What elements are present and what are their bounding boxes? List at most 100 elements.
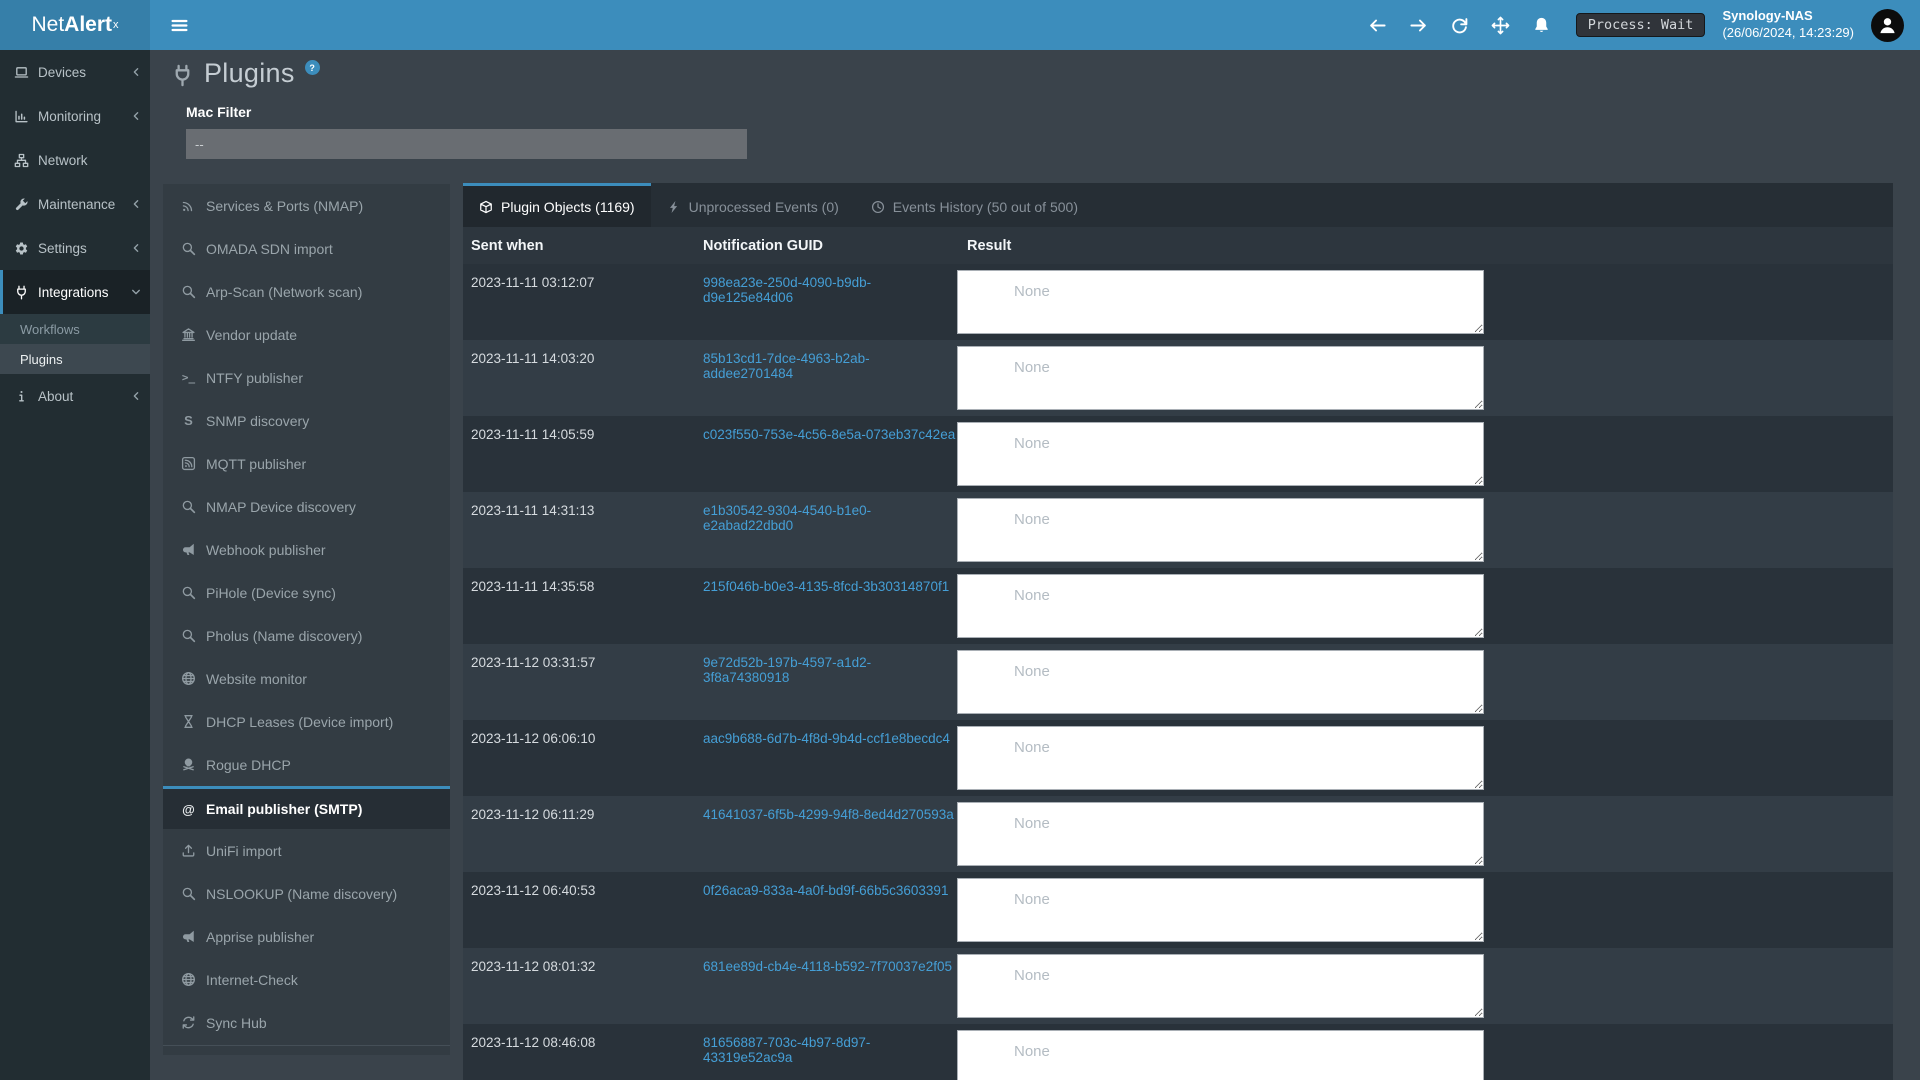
sidebar-subitem-plugins[interactable]: Plugins — [0, 344, 150, 374]
plugin-list-item[interactable]: Apprise publisher — [163, 915, 450, 958]
plugin-list-item[interactable]: Services & Ports (NMAP) — [163, 184, 450, 227]
plugin-list-item[interactable]: Sync Hub — [163, 1001, 450, 1044]
refresh-icon[interactable] — [1450, 16, 1469, 35]
search-icon — [180, 284, 197, 299]
forward-icon[interactable] — [1409, 16, 1428, 35]
plugin-list-item[interactable]: DHCP Leases (Device import) — [163, 700, 450, 743]
notification-guid-link[interactable]: 81656887-703c-4b97-8d97-43319e52ac9a — [703, 1035, 871, 1065]
sent-when-cell: 2023-11-11 14:05:59 — [471, 427, 595, 442]
result-textarea[interactable] — [957, 726, 1484, 790]
plugin-list-item[interactable]: MQTT publisher — [163, 442, 450, 485]
notification-guid-link[interactable]: 41641037-6f5b-4299-94f8-8ed4d270593a — [703, 807, 954, 822]
host-name: Synology-NAS — [1722, 8, 1813, 24]
chevron-down-icon — [131, 287, 141, 297]
result-textarea[interactable] — [957, 422, 1484, 486]
plugin-list-item-label: Webhook publisher — [206, 541, 326, 558]
table-row: 2023-11-12 03:31:57 9e72d52b-197b-4597-a1… — [463, 644, 1893, 720]
plugin-list-item[interactable]: PiHole (Device sync) — [163, 571, 450, 614]
sidebar-subitem-workflows[interactable]: Workflows — [20, 321, 80, 337]
result-textarea[interactable] — [957, 270, 1484, 334]
search-icon — [180, 499, 197, 514]
notification-guid-link[interactable]: 215f046b-b0e3-4135-8fcd-3b30314870f1 — [703, 579, 950, 594]
help-icon[interactable]: ? — [304, 60, 320, 75]
sidebar-item-label: About — [38, 388, 74, 404]
back-icon[interactable] — [1368, 16, 1387, 35]
brand-prefix: Net — [31, 13, 65, 36]
result-textarea[interactable] — [957, 954, 1484, 1018]
user-avatar[interactable] — [1871, 8, 1904, 42]
sidebar-item-devices[interactable]: Devices — [0, 50, 150, 94]
notification-guid-link[interactable]: 85b13cd1-7dce-4963-b2ab-addee2701484 — [703, 351, 870, 381]
tab-label: Events History (50 out of 500) — [892, 198, 1078, 215]
network-icon — [14, 153, 29, 168]
plug-icon — [171, 64, 194, 87]
sent-when-cell: 2023-11-11 03:12:07 — [471, 275, 595, 290]
result-textarea[interactable] — [957, 1030, 1484, 1080]
notification-guid-link[interactable]: 9e72d52b-197b-4597-a1d2-3f8a74380918 — [703, 655, 872, 685]
plugin-list-item[interactable]: S SNMP discovery — [163, 399, 450, 442]
plugin-list-item[interactable]: Arp-Scan (Network scan) — [163, 270, 450, 313]
result-textarea[interactable] — [957, 650, 1484, 714]
plugin-list-item[interactable]: NMAP Device discovery — [163, 485, 450, 528]
result-textarea[interactable] — [957, 346, 1484, 410]
chevron-left-icon — [131, 111, 141, 121]
plugin-list-item[interactable]: OMADA SDN import — [163, 227, 450, 270]
column-header-result: Result — [967, 237, 1012, 254]
search-icon — [180, 886, 197, 901]
plugin-list-item[interactable]: Rogue DHCP — [163, 743, 450, 786]
page-header: Plugins ? — [171, 58, 320, 89]
plugin-list-item-label: Sync Hub — [206, 1014, 267, 1031]
tab-unprocessed-events-0[interactable]: Unprocessed Events (0) — [651, 183, 855, 227]
result-textarea[interactable] — [957, 498, 1484, 562]
sidebar-item-settings[interactable]: Settings — [0, 226, 150, 270]
tab-plugin-objects-1169[interactable]: Plugin Objects (1169) — [463, 183, 651, 227]
notification-guid-link[interactable]: aac9b688-6d7b-4f8d-9b4d-ccf1e8becdc4 — [703, 731, 950, 746]
hourglass-icon — [180, 714, 197, 729]
result-textarea[interactable] — [957, 878, 1484, 942]
bolt-icon — [667, 200, 681, 214]
notification-guid-link[interactable]: 998ea23e-250d-4090-b9db-d9e125e84d06 — [703, 275, 872, 305]
plugin-list-item[interactable]: @ Email publisher (SMTP) — [163, 786, 450, 829]
sidebar-item-label: Maintenance — [38, 196, 116, 212]
plugin-list-item[interactable]: Vendor update — [163, 313, 450, 356]
column-header-sent-when: Sent when — [471, 237, 544, 254]
notification-guid-link[interactable]: 0f26aca9-833a-4a0f-bd9f-66b5c3603391 — [703, 883, 949, 898]
search-icon — [180, 241, 197, 256]
snmp-icon: S — [184, 413, 193, 428]
plugin-list-item[interactable]: Webhook publisher — [163, 528, 450, 571]
plugin-list-item[interactable]: >_ NTFY publisher — [163, 356, 450, 399]
sidebar-item-integrations[interactable]: Integrations — [0, 270, 150, 314]
plugin-list-item[interactable]: Website monitor — [163, 657, 450, 700]
result-cell — [957, 264, 1893, 340]
table-row: 2023-11-11 14:31:13 e1b30542-9304-4540-b1… — [463, 492, 1893, 568]
sidebar-item-network[interactable]: Network — [0, 138, 150, 182]
sidebar-toggle-icon[interactable] — [170, 16, 189, 35]
result-textarea[interactable] — [957, 802, 1484, 866]
sidebar-item-about[interactable]: About — [0, 374, 150, 418]
tab-events-history-50-out-of-500[interactable]: Events History (50 out of 500) — [855, 183, 1094, 227]
megaphone-icon — [180, 542, 197, 557]
sidebar-item-maintenance[interactable]: Maintenance — [0, 182, 150, 226]
move-icon[interactable] — [1491, 16, 1510, 35]
sidebar-item-monitoring[interactable]: Monitoring — [0, 94, 150, 138]
plugin-list-item[interactable]: UniFi import — [163, 829, 450, 872]
result-textarea[interactable] — [957, 574, 1484, 638]
plugin-list-item[interactable]: Internet-Check — [163, 958, 450, 1001]
brand-sup: x — [113, 19, 119, 31]
mac-filter-input[interactable] — [186, 129, 747, 159]
host-timestamp: (26/06/2024, 14:23:29) — [1722, 25, 1854, 40]
sent-when-cell: 2023-11-12 08:01:32 — [471, 959, 596, 974]
plugin-list-item[interactable]: Pholus (Name discovery) — [163, 614, 450, 657]
sidebar-item-label: Devices — [38, 64, 87, 80]
notification-guid-link[interactable]: e1b30542-9304-4540-b1e0-e2abad22dbd0 — [703, 503, 872, 533]
result-cell — [957, 796, 1893, 872]
bell-icon[interactable] — [1532, 16, 1551, 35]
guid-cell: 681ee89d-cb4e-4118-b592-7f70037e2f05 — [703, 948, 957, 1024]
app-logo[interactable]: Net Alert x — [0, 0, 150, 50]
guid-cell: 85b13cd1-7dce-4963-b2ab-addee2701484 — [703, 340, 957, 416]
notification-guid-link[interactable]: 681ee89d-cb4e-4118-b592-7f70037e2f05 — [703, 959, 952, 974]
skull-icon — [180, 757, 197, 772]
notification-guid-link[interactable]: c023f550-753e-4c56-8e5a-073eb37c42ea — [703, 427, 956, 442]
sidebar-item-label: Settings — [38, 240, 87, 256]
plugin-list-item[interactable]: NSLOOKUP (Name discovery) — [163, 872, 450, 915]
